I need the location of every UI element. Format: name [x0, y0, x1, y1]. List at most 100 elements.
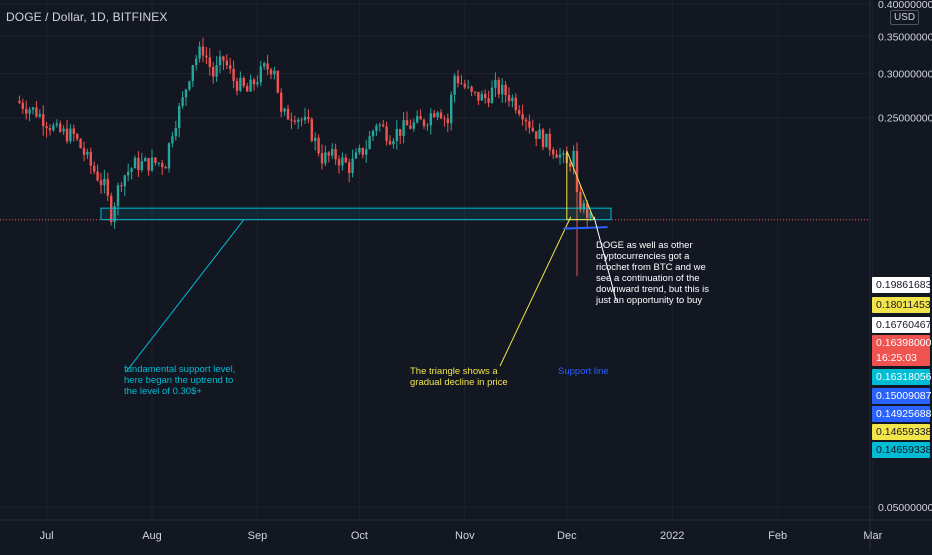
candle-body — [507, 94, 511, 102]
currency-button[interactable]: USD — [890, 10, 920, 25]
candle-body — [144, 158, 147, 162]
candle-body — [276, 70, 279, 93]
candle-body — [303, 116, 307, 121]
candle-body — [562, 153, 565, 155]
candle-body — [69, 128, 72, 142]
candle-body — [215, 65, 218, 77]
candle-body — [55, 123, 58, 126]
triangle-annotation: The triangle shows a gradual decline in … — [410, 366, 508, 388]
x-tick-label: Mar — [863, 530, 882, 542]
candle-body — [490, 87, 494, 103]
candle-body — [171, 136, 174, 144]
candle-body — [385, 126, 388, 142]
candle-body — [388, 141, 392, 145]
candle-body — [555, 154, 558, 158]
price-label: 0.14925688 — [872, 406, 931, 422]
x-tick-label: Feb — [768, 530, 787, 542]
candle-body — [229, 65, 232, 69]
candle-body — [460, 83, 463, 85]
candle-body — [249, 79, 252, 92]
candle-body — [266, 63, 269, 70]
candle-body — [467, 86, 470, 88]
candle-body — [341, 157, 344, 166]
candle-body — [72, 128, 75, 135]
candle-body — [252, 79, 256, 85]
candle-body — [218, 56, 222, 66]
candle-body — [535, 131, 538, 139]
candle-body — [538, 129, 541, 139]
candle-body — [59, 123, 62, 132]
symbol-exchange: BITFINEX — [112, 10, 168, 24]
candle-body — [164, 167, 167, 169]
candle-body — [331, 149, 334, 156]
candle-body — [297, 119, 300, 122]
candle-body — [246, 86, 249, 92]
support-zone — [100, 207, 612, 221]
candle-body — [31, 107, 35, 110]
candle-body — [222, 56, 225, 61]
candle-body — [235, 81, 239, 91]
candle-body — [116, 185, 120, 207]
candle-body — [25, 108, 28, 114]
candle-body — [45, 126, 48, 129]
candle-body — [184, 89, 188, 98]
candle-body — [416, 116, 419, 123]
candle-body — [436, 112, 439, 118]
candle-body — [320, 153, 324, 164]
candle-body — [178, 106, 181, 129]
candle-body — [344, 157, 347, 163]
candle-body — [558, 154, 562, 158]
candle-body — [317, 137, 320, 154]
candle-body — [28, 109, 31, 114]
candle-body — [575, 150, 579, 193]
candle-body — [426, 125, 429, 127]
candle-body — [198, 46, 201, 59]
candle-body — [21, 102, 24, 109]
support-pointer — [125, 219, 245, 373]
candle-body — [147, 158, 150, 171]
candle-body — [283, 108, 286, 112]
candle-body — [212, 66, 215, 77]
candle-body — [433, 113, 436, 118]
candle-body — [514, 97, 517, 111]
candle-body — [52, 125, 55, 131]
candle-body — [93, 165, 96, 172]
candle-body — [518, 110, 521, 115]
candle-body — [300, 119, 303, 121]
candle-body — [280, 92, 283, 112]
candle-body — [569, 162, 572, 167]
price-label: 0.16318056 — [872, 369, 931, 385]
candle-body — [127, 171, 130, 176]
candle-body — [548, 133, 551, 150]
candle-body — [545, 133, 548, 148]
candle-body — [399, 129, 402, 136]
candle-body — [409, 125, 412, 129]
y-tick-label: 0.05000000 — [878, 502, 932, 514]
x-tick-label: Nov — [455, 530, 475, 542]
candle-body — [531, 127, 534, 132]
candle-body — [477, 91, 480, 101]
x-tick-label: Sep — [248, 530, 268, 542]
candle-body — [286, 108, 290, 120]
candle-body — [589, 212, 592, 219]
candle-body — [18, 100, 21, 103]
candle-body — [62, 128, 65, 132]
candle-body — [256, 82, 259, 85]
candle-body — [161, 162, 164, 168]
candle-body — [242, 77, 245, 87]
candle-body — [99, 180, 103, 186]
candle-body — [419, 116, 422, 120]
candle-body — [324, 152, 327, 164]
x-tick-label: Oct — [351, 530, 368, 542]
y-tick-label: 0.35000000 — [878, 31, 932, 43]
candle-body — [375, 125, 378, 131]
support-annotation: fundamental support level, here began th… — [124, 364, 236, 397]
price-label: 0.19861683 — [872, 277, 931, 293]
candle-body — [443, 118, 446, 120]
candle-body — [361, 147, 364, 155]
candle-body — [463, 83, 466, 88]
symbol-title: DOGE / Dollar, 1D, BITFINEX — [6, 10, 168, 24]
candle-body — [188, 81, 191, 90]
